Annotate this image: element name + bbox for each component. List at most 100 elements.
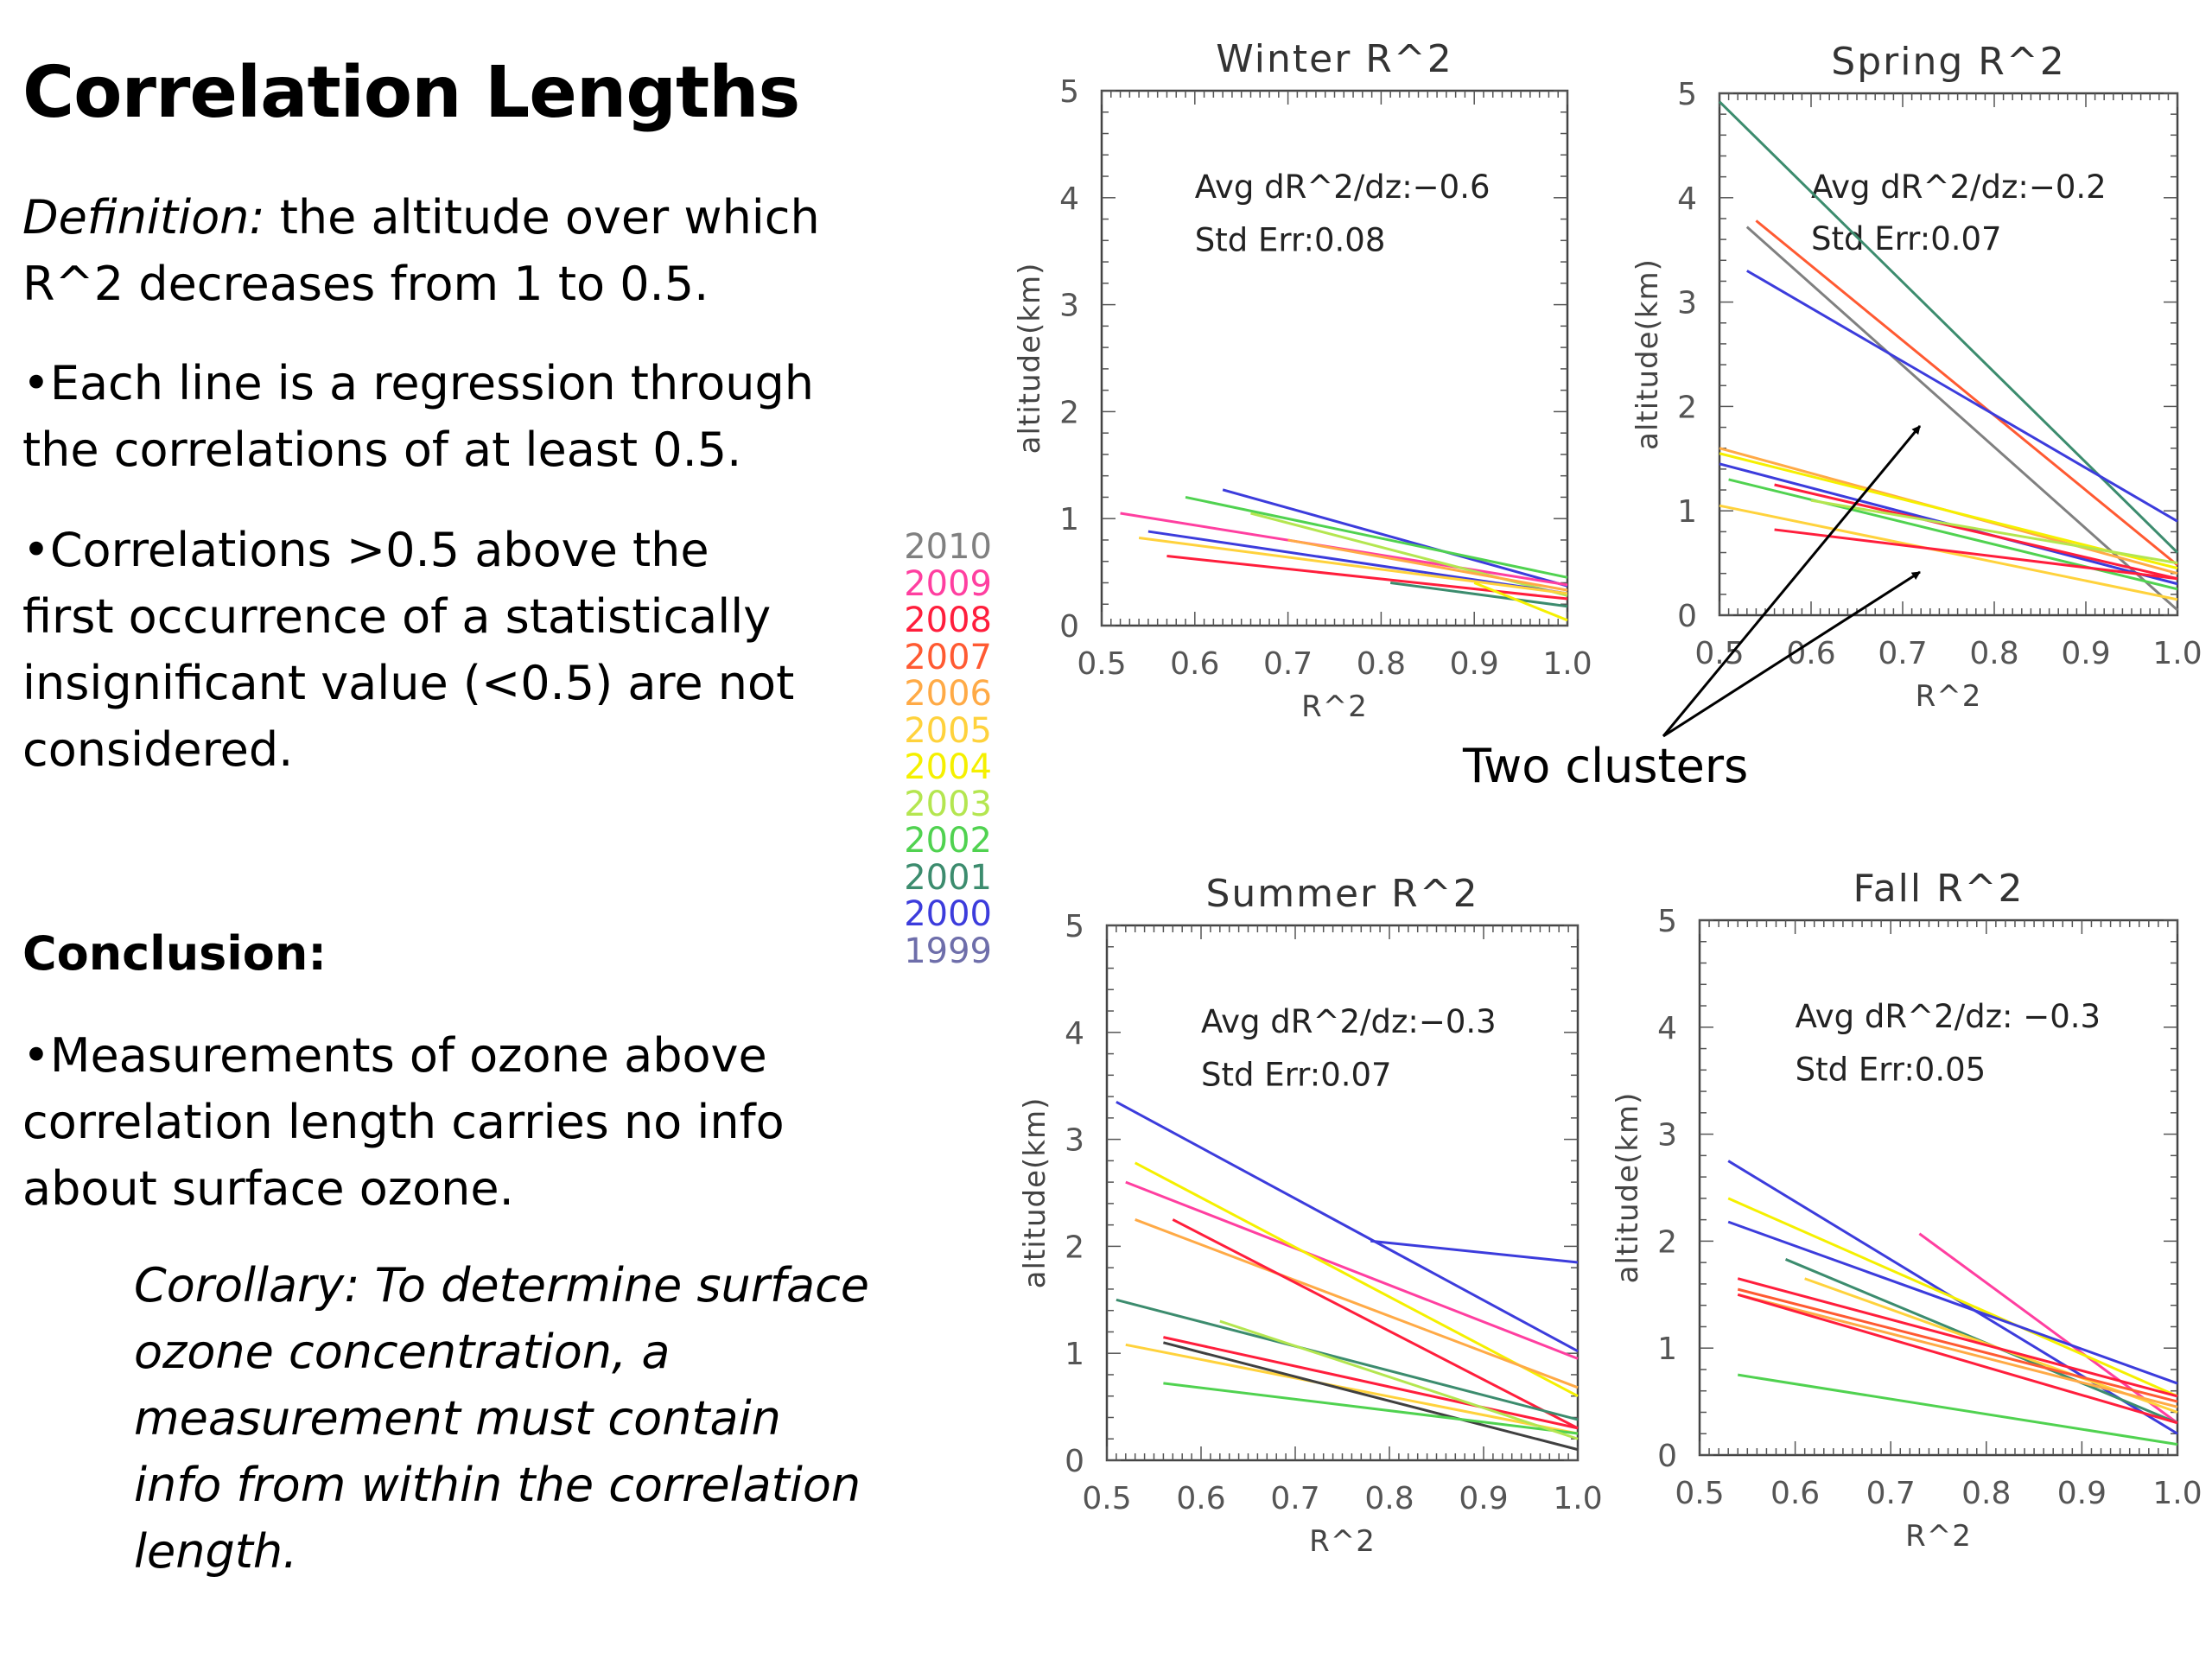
- definition-paragraph: Definition: the altitude over which R^2 …: [22, 184, 904, 317]
- summer-y-tick-label: 2: [1065, 1230, 1084, 1265]
- summer-regression-line: [1125, 1343, 1579, 1435]
- summer-panel: 0.5 0.6 0.7 0.8 0.9 1.0 0 1 2 3 4 5 Summer R^2 R^2 alt…: [1018, 872, 1603, 1559]
- summer-regression-line: [1370, 1239, 1579, 1264]
- fall-y-axis-label: altitude(km): [1611, 1092, 1645, 1284]
- spring-x-tick-label: 0.8: [1969, 636, 2018, 671]
- fall-y-tick-label: 2: [1657, 1224, 1677, 1260]
- fall-x-tick-label: 0.7: [1866, 1476, 1916, 1511]
- winter-x-tick-label: 0.6: [1170, 646, 1219, 682]
- summer-regression-line: [1116, 1100, 1579, 1353]
- annotation-arrow-lower: [1662, 570, 1921, 738]
- summer-y-tick-label: 3: [1065, 1123, 1084, 1159]
- winter-x-tick-label: 0.5: [1077, 646, 1126, 682]
- legend-year-2004: 2004: [904, 747, 992, 787]
- summer-regression-line: [1163, 1341, 1579, 1452]
- summer-avg-slope-text: Avg dR^2/dz:−0.3: [1201, 1003, 1497, 1040]
- spring-regression-line: [1810, 499, 2178, 565]
- fall-avg-slope-text: Avg dR^2/dz: −0.3: [1796, 998, 2101, 1035]
- summer-y-tick-label: 5: [1065, 909, 1084, 944]
- winter-regression-line: [1287, 538, 1568, 592]
- fall-x-tick-label: 0.9: [2057, 1476, 2107, 1511]
- winter-regression-line: [1389, 581, 1568, 608]
- summer-regression-line: [1163, 1336, 1579, 1430]
- winter-y-tick-label: 2: [1059, 395, 1079, 430]
- winter-panel: 0.5 0.6 0.7 0.8 0.9 1.0 0 1 2 3 4 5 Winter R^2 R^2 alt…: [1013, 37, 1592, 724]
- summer-regression-line: [1135, 1161, 1579, 1398]
- annotation-arrow-upper: [1662, 425, 1922, 737]
- legend-year-2000: 2000: [904, 894, 992, 934]
- legend-year-2002: 2002: [904, 821, 992, 861]
- definition-label: Definition:: [22, 190, 265, 245]
- summer-x-minor-ticks: [1106, 925, 1579, 1460]
- spring-y-tick-label: 2: [1677, 390, 1697, 425]
- fall-x-tick-label: 0.6: [1770, 1476, 1820, 1511]
- fall-y-tick-label: 5: [1657, 904, 1677, 939]
- legend-year-2001: 2001: [904, 857, 992, 898]
- summer-y-tick-label: 4: [1065, 1016, 1084, 1052]
- winter-regression-line: [1138, 536, 1568, 595]
- winter-x-tick-label: 0.9: [1450, 646, 1499, 682]
- legend-year-1999: 1999: [904, 931, 992, 971]
- winter-regression-line: [1166, 555, 1568, 601]
- fall-regression-line: [1737, 1287, 2178, 1403]
- legend-year-2005: 2005: [904, 710, 992, 751]
- fall-regression-line: [1737, 1277, 2178, 1398]
- summer-regression-line: [1135, 1218, 1579, 1389]
- fall-regression-line: [1918, 1232, 2178, 1425]
- spring-x-tick-label: 0.5: [1694, 636, 1744, 671]
- spring-regression-line: [1746, 270, 2178, 523]
- bullet-regression: •Each line is a regression through the c…: [22, 356, 814, 477]
- fall-y-minor-ticks: [1700, 919, 2177, 1456]
- winter-x-tick-label: 0.8: [1357, 646, 1406, 682]
- spring-x-tick-label: 1.0: [2152, 636, 2202, 671]
- spring-std-err-text: Std Err:0.07: [1811, 220, 2002, 257]
- corollary-text: Corollary: To determine surface ozone co…: [134, 1258, 870, 1579]
- spring-y-tick-label: 4: [1677, 181, 1697, 217]
- legend-year-2008: 2008: [904, 601, 992, 640]
- spring-x-minor-ticks: [1719, 93, 2178, 615]
- winter-avg-slope-text: Avg dR^2/dz:−0.6: [1195, 168, 1491, 206]
- winter-y-minor-ticks: [1102, 90, 1567, 626]
- spring-y-tick-label: 0: [1677, 599, 1697, 634]
- legend-year-2006: 2006: [904, 674, 992, 714]
- summer-x-tick-label: 1.0: [1553, 1481, 1602, 1516]
- fall-x-tick-label: 0.8: [1961, 1476, 2011, 1511]
- summer-regression-line: [1125, 1180, 1579, 1360]
- legend-year-2003: 2003: [904, 784, 992, 824]
- bullet-correlations: •Correlations >0.5 above the first occur…: [22, 523, 795, 777]
- fall-x-tick-label: 1.0: [2152, 1476, 2202, 1511]
- bullet-measurements: •Measurements of ozone above correlation…: [22, 1028, 785, 1216]
- spring-x-tick-label: 0.9: [2061, 636, 2110, 671]
- fall-y-tick-label: 0: [1657, 1439, 1677, 1474]
- summer-chart-title: Summer R^2: [1205, 872, 1478, 916]
- summer-y-tick-label: 0: [1065, 1444, 1084, 1479]
- conclusion-heading: Conclusion:: [22, 926, 327, 981]
- winter-y-tick-label: 1: [1059, 502, 1079, 537]
- fall-x-axis-label: R^2: [1905, 1519, 1972, 1554]
- spring-avg-slope-text: Avg dR^2/dz:−0.2: [1811, 168, 2107, 206]
- summer-x-tick-label: 0.7: [1270, 1481, 1319, 1516]
- spring-y-minor-ticks: [1719, 92, 2177, 616]
- summer-regression-line: [1219, 1319, 1579, 1440]
- spring-x-axis-label: R^2: [1916, 679, 1982, 714]
- winter-x-axis-label: R^2: [1301, 690, 1368, 724]
- summer-x-tick-label: 0.6: [1176, 1481, 1225, 1516]
- winter-regression-line: [1473, 582, 1568, 622]
- summer-regression-line: [1116, 1298, 1579, 1421]
- fall-regression-line: [1737, 1293, 2178, 1408]
- spring-regression-line: [1755, 219, 2178, 567]
- winter-y-tick-label: 3: [1059, 289, 1079, 324]
- winter-y-tick-label: 5: [1059, 74, 1079, 110]
- spring-regression-line: [1774, 483, 2178, 581]
- definition-text: the altitude over which R^2 decreases fr…: [22, 190, 820, 311]
- summer-y-axis-label: altitude(km): [1018, 1097, 1052, 1289]
- winter-chart-title: Winter R^2: [1216, 37, 1452, 81]
- summer-y-tick-label: 1: [1065, 1337, 1084, 1372]
- summer-x-tick-label: 0.5: [1082, 1481, 1131, 1516]
- fall-panel: 0.5 0.6 0.7 0.8 0.9 1.0 0 1 2 3 4 5 Fall R^2 R^2 altit…: [1611, 867, 2202, 1554]
- summer-regression-line: [1172, 1218, 1579, 1430]
- winter-x-tick-label: 0.7: [1263, 646, 1313, 682]
- winter-x-tick-label: 1.0: [1542, 646, 1592, 682]
